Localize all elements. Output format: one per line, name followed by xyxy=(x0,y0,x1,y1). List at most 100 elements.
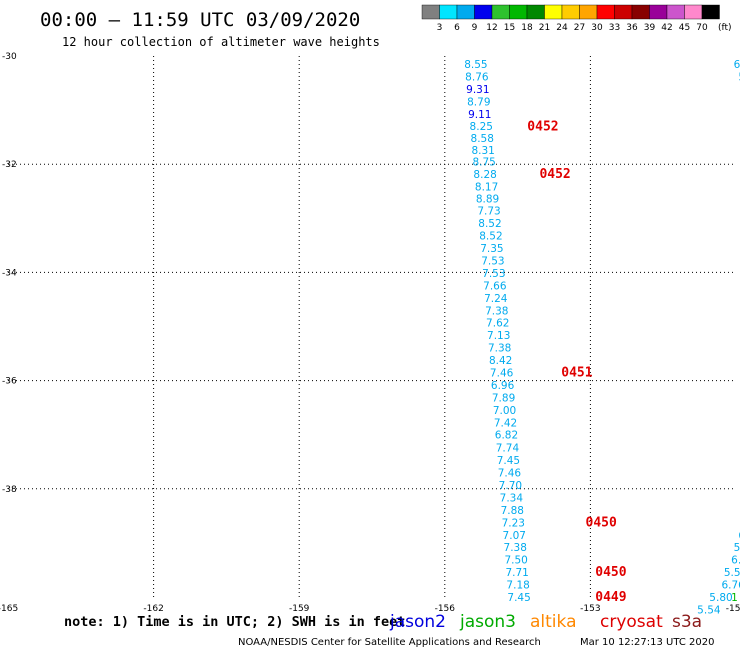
legend-label: 27 xyxy=(574,23,585,33)
legend-label: 33 xyxy=(609,23,620,33)
y-tick-label: -32 xyxy=(2,160,17,170)
y-tick-label: -38 xyxy=(2,485,17,495)
wave-height-track: 8.558.769.318.799.118.258.588.318.758.28… xyxy=(464,59,740,616)
y-tick-label: -36 xyxy=(2,377,17,387)
legend-label: 15 xyxy=(504,23,515,33)
legend-swatch xyxy=(491,4,510,20)
wave-height-value: 1 xyxy=(731,592,738,604)
legend-label: 36 xyxy=(626,23,638,33)
satellite-s3a: s3a xyxy=(672,612,702,632)
wave-height-value: 6.96 xyxy=(491,380,515,392)
wave-height-value: 7.50 xyxy=(504,555,527,567)
pass-time-label: 0449 xyxy=(595,590,626,605)
wave-height-value: 8.75 xyxy=(472,156,495,168)
legend-label: 39 xyxy=(644,23,656,33)
wave-height-value: 8.52 xyxy=(478,218,501,230)
pass-time-label: 0451 xyxy=(561,365,592,380)
wave-height-value: 7.42 xyxy=(494,417,517,429)
legend-swatch xyxy=(439,4,458,20)
wave-height-value: 8.52 xyxy=(479,231,502,243)
legend-swatch xyxy=(701,4,720,20)
legend-swatch xyxy=(666,4,685,20)
wave-height-value: 7.34 xyxy=(500,492,524,504)
legend-label: 24 xyxy=(556,23,568,33)
legend-swatch xyxy=(631,4,650,20)
wave-height-value: 5.57 xyxy=(724,567,740,579)
wave-height-value: 7.18 xyxy=(506,580,529,592)
satellite-legend: jason2 jason3 altika cryosat s3a xyxy=(389,612,702,632)
wave-height-value: 9.31 xyxy=(466,84,489,96)
x-tick-label: -156 xyxy=(435,604,456,614)
satellite-jason2: jason2 xyxy=(389,612,446,632)
credit-text: NOAA/NESDIS Center for Satellite Applica… xyxy=(238,637,541,648)
satellite-jason3: jason3 xyxy=(459,612,516,632)
wave-height-value: 6.5 xyxy=(731,555,740,567)
legend-swatch xyxy=(579,4,598,20)
legend-swatch xyxy=(544,4,563,20)
wave-height-value: 8.79 xyxy=(467,96,490,108)
wave-height-value: 8.28 xyxy=(473,169,496,181)
wave-height-value: 8.17 xyxy=(475,181,498,193)
pass-time-label: 0452 xyxy=(539,167,570,182)
legend-label: 42 xyxy=(661,23,672,33)
legend-label: 12 xyxy=(486,23,497,33)
legend-swatch xyxy=(526,4,545,20)
wave-height-value: 7.62 xyxy=(486,318,509,330)
wave-height-value: 6.6 xyxy=(734,59,740,71)
pass-time-label: 0452 xyxy=(527,119,558,134)
legend-swatch xyxy=(614,4,633,20)
time-labels: 0452 0452 0451 0450 0450 0449 xyxy=(527,119,626,605)
legend-label: 18 xyxy=(521,23,533,33)
wave-height-value: 7.24 xyxy=(484,293,508,305)
wave-height-value: 7.88 xyxy=(501,505,524,517)
wave-height-value: 7.38 xyxy=(504,542,527,554)
legend-swatch xyxy=(649,4,668,20)
wave-height-value: 7.73 xyxy=(477,206,500,218)
legend-label: 3 xyxy=(437,23,443,33)
wave-height-value: 6 xyxy=(738,530,740,542)
legend-label: 30 xyxy=(591,23,603,33)
wave-height-value: 7.70 xyxy=(499,480,522,492)
satellite-cryosat: cryosat xyxy=(600,612,663,632)
wave-height-value: 7.23 xyxy=(502,517,525,529)
wave-height-value: 8.42 xyxy=(489,355,512,367)
wave-height-value: 5. xyxy=(734,542,740,554)
wave-height-value: 7.00 xyxy=(493,405,516,417)
legend-swatch xyxy=(561,4,580,20)
wave-height-value: 8.31 xyxy=(471,145,494,157)
wave-height-value: 7.89 xyxy=(492,392,515,404)
wave-height-value: 7.46 xyxy=(498,468,522,480)
wave-height-value: 7.71 xyxy=(505,567,528,579)
wave-height-value: 9.11 xyxy=(468,109,491,121)
wave-height-value: 7.45 xyxy=(507,592,530,604)
wave-height-value: 7.35 xyxy=(480,243,503,255)
wave-height-value: 7.53 xyxy=(481,255,504,267)
legend-swatch xyxy=(684,4,703,20)
wave-height-value: 7.74 xyxy=(496,443,520,455)
wave-height-value: 6.76 xyxy=(721,580,740,592)
wave-height-value: 7.46 xyxy=(490,367,514,379)
pass-time-label: 0450 xyxy=(595,565,626,580)
x-tick-label: -165 xyxy=(0,604,18,614)
wave-height-value: 7.38 xyxy=(485,305,508,317)
color-legend: 3 6 9 12 15 18 21 24 27 30 33 36 39 42 45 70 (ft) xyxy=(421,4,732,33)
legend-swatch xyxy=(509,4,528,20)
pass-time-label: 0450 xyxy=(586,515,617,530)
y-tick-label: -30 xyxy=(2,52,17,62)
axis-ticks: -165 -162 -159 -156 -153 -150 -30 -32 -34 -36 -38 xyxy=(0,52,740,614)
legend-label: 21 xyxy=(539,23,550,33)
wave-height-value: 8.76 xyxy=(465,72,489,84)
wave-height-value: 5.54 xyxy=(697,604,721,616)
wave-height-value: 7.07 xyxy=(503,530,526,542)
wave-height-value: 5. xyxy=(738,72,740,84)
y-tick-label: -34 xyxy=(2,268,17,278)
footer-note: note: 1) Time is in UTC; 2) SWH is in fe… xyxy=(64,614,405,630)
legend-swatch xyxy=(596,4,615,20)
wave-height-value: 7.66 xyxy=(483,280,507,292)
legend-swatch xyxy=(421,4,440,20)
wave-height-value: 8.89 xyxy=(476,193,499,205)
wave-height-value: 5.80 xyxy=(709,592,732,604)
legend-label: 9 xyxy=(472,23,478,33)
wave-height-value: 8.25 xyxy=(470,121,493,133)
timestamp-text: Mar 10 12:27:13 UTC 2020 xyxy=(580,637,715,648)
